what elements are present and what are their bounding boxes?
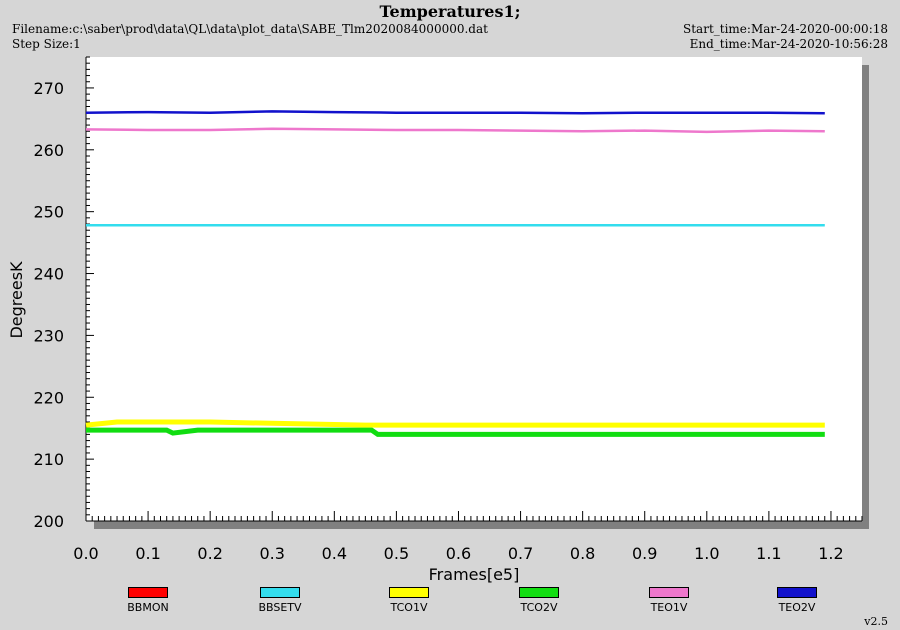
legend-label: TEO1V: [650, 601, 688, 614]
legend-label: BBMON: [127, 601, 169, 614]
legend-item-bbsetv: BBSETV: [240, 587, 320, 614]
y-tick-label: 200: [33, 512, 64, 531]
plot-area: [86, 57, 862, 521]
x-axis-label: Frames[e5]: [429, 565, 520, 584]
y-tick-label: 230: [33, 326, 64, 345]
x-ticks: 0.0 0.1 0.2 0.3 0.4 0.5 0.6 0.7 0.8 0.9 1.0 1.1 1.2: [73, 511, 863, 563]
legend-swatch: [649, 587, 689, 598]
series-line-tco2v: [86, 427, 825, 437]
x-tick-label: 0.7: [508, 544, 533, 563]
x-tick-label: 1.0: [694, 544, 719, 563]
legend-item-teo1v: TEO1V: [629, 587, 709, 614]
x-tick-label: 0.9: [632, 544, 657, 563]
x-tick-label: 0.3: [260, 544, 285, 563]
x-tick-label: 0.1: [135, 544, 160, 563]
x-tick-label: 0.6: [446, 544, 471, 563]
end-time-label: End_time:Mar-24-2020-10:56:28: [689, 37, 888, 51]
legend-label: TCO2V: [520, 601, 558, 614]
y-ticks: 200 210 220 230 240 250 260 270: [33, 56, 94, 531]
legend-swatch: [389, 587, 429, 598]
legend-item-tco2v: TCO2V: [499, 587, 579, 614]
legend-label: TCO1V: [390, 601, 428, 614]
legend-swatch: [519, 587, 559, 598]
x-tick-label: 0.8: [570, 544, 595, 563]
legend-swatch: [260, 587, 300, 598]
legend-swatch: [777, 587, 817, 598]
x-tick-label: 0.2: [197, 544, 222, 563]
series-line-teo2v: [85, 110, 825, 115]
x-tick-label: 1.2: [818, 544, 843, 563]
series-line-teo1v: [85, 127, 825, 134]
legend-item-tco1v: TCO1V: [369, 587, 449, 614]
y-tick-label: 220: [33, 388, 64, 407]
chart-title: Temperatures1;: [379, 2, 521, 21]
y-axis-label: DegreesK: [7, 261, 26, 339]
y-tick-label: 260: [33, 141, 64, 160]
legend-swatch: [128, 587, 168, 598]
series-lines: [85, 110, 825, 437]
legend-item-bbmon: BBMON: [108, 587, 188, 614]
y-tick-label: 240: [33, 265, 64, 284]
version-label: v2.5: [864, 615, 888, 628]
y-tick-label: 270: [33, 79, 64, 98]
y-tick-label: 210: [33, 450, 64, 469]
step-size-label: Step Size:1: [12, 37, 81, 51]
legend-label: TEO2V: [778, 601, 816, 614]
legend-item-teo2v: TEO2V: [757, 587, 837, 614]
filename-label: Filename:c:\saber\prod\data\QL\data\plot…: [12, 22, 488, 36]
start-time-label: Start_time:Mar-24-2020-00:00:18: [683, 22, 888, 36]
x-tick-label: 0.4: [322, 544, 347, 563]
legend-label: BBSETV: [258, 601, 302, 614]
x-tick-label: 0.0: [73, 544, 98, 563]
series-line-tco1v: [85, 419, 825, 428]
x-tick-label: 1.1: [756, 544, 781, 563]
x-tick-label: 0.5: [384, 544, 409, 563]
y-tick-label: 250: [33, 203, 64, 222]
